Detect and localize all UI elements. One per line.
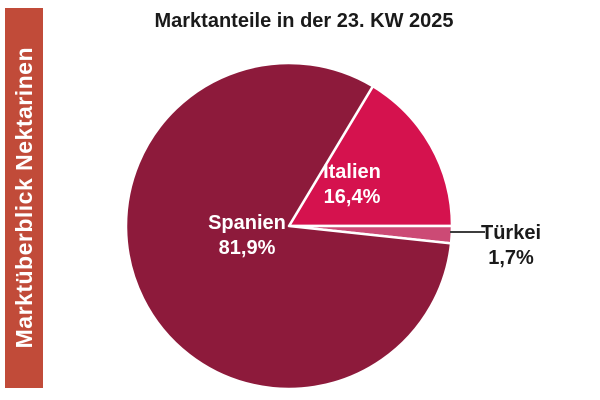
slice-label-italien: Italien 16,4% xyxy=(290,160,414,210)
slice-label-italien-name: Italien xyxy=(323,161,381,183)
slice-label-spanien-name: Spanien xyxy=(208,212,286,234)
chart-title: Marktanteile in der 23. KW 2025 xyxy=(154,10,454,32)
tuerkei-leader-line xyxy=(450,231,485,233)
slice-label-italien-value: 16,4% xyxy=(323,186,381,208)
market-overview-sidebar: Marktüberblick Nektarinen xyxy=(5,8,43,388)
sidebar-vertical-label: Marktüberblick Nektarinen xyxy=(10,47,37,349)
pie-slice-spanien xyxy=(124,61,453,391)
slice-label-spanien: Spanien 81,9% xyxy=(184,211,310,261)
pie-slice-italien xyxy=(287,84,454,228)
slice-label-tuerkei: Türkei 1,7% xyxy=(461,221,561,271)
slice-label-tuerkei-name: Türkei xyxy=(480,222,542,244)
slice-label-spanien-value: 81,9% xyxy=(218,237,276,259)
pie-chart xyxy=(124,61,454,391)
slice-label-tuerkei-value: 1,7% xyxy=(488,247,534,269)
